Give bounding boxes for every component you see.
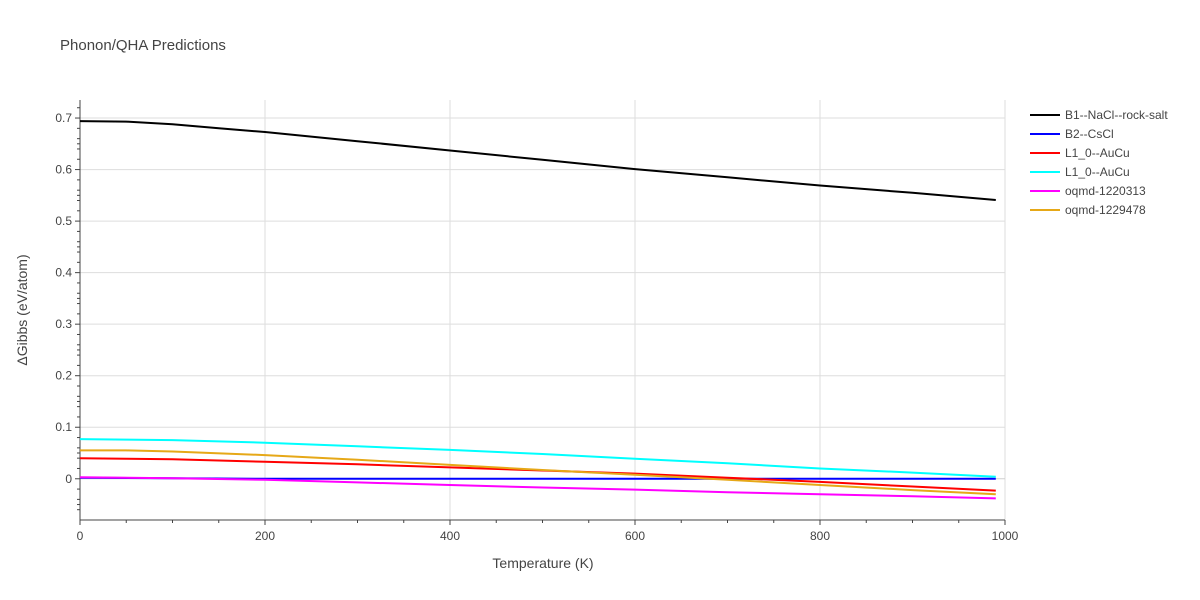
legend-label: B2--CsCl — [1065, 127, 1114, 141]
x-tick-label: 800 — [810, 529, 830, 543]
y-tick-label: 0.7 — [55, 111, 72, 125]
legend-label: L1_0--AuCu — [1065, 146, 1130, 160]
x-tick-label: 600 — [625, 529, 645, 543]
x-tick-label: 1000 — [992, 529, 1019, 543]
legend-label: oqmd-1220313 — [1065, 184, 1146, 198]
legend-item[interactable]: L1_0--AuCu — [1030, 146, 1130, 160]
y-tick-label: 0 — [65, 472, 72, 486]
x-tick-label: 400 — [440, 529, 460, 543]
tick-labels: 0 200 400 600 800 1000 0 0.1 0.2 0.3 0.4 0.5 0.6 0.7 — [55, 111, 1018, 543]
legend-item[interactable]: B1--NaCl--rock-salt — [1030, 108, 1168, 122]
y-tick-label: 0.2 — [55, 369, 72, 383]
legend-label: B1--NaCl--rock-salt — [1065, 108, 1168, 122]
y-tick-label: 0.1 — [55, 420, 72, 434]
series-line-3 — [79, 457, 996, 492]
series-line-6 — [80, 449, 996, 496]
chart-title: Phonon/QHA Predictions — [60, 37, 226, 54]
y-tick-label: 0.6 — [55, 163, 72, 177]
legend-label: L1_0--AuCu — [1065, 165, 1130, 179]
legend-item[interactable]: L1_0--AuCu — [1030, 165, 1130, 179]
y-tick-label: 0.3 — [55, 317, 72, 331]
y-tick-label: 0.4 — [55, 266, 72, 280]
y-axis-label: ΔGibbs (eV/atom) — [14, 254, 30, 365]
series-lines — [79, 120, 996, 500]
legend-item[interactable]: B2--CsCl — [1030, 127, 1114, 141]
x-tick-label: 200 — [255, 529, 275, 543]
series-line-1 — [79, 120, 996, 201]
y-tick-label: 0.5 — [55, 214, 72, 228]
legend-label: oqmd-1229478 — [1065, 203, 1146, 217]
x-tick-label: 0 — [77, 529, 84, 543]
series-line-4 — [79, 438, 996, 478]
legend-item[interactable]: oqmd-1220313 — [1030, 184, 1146, 198]
x-axis-label: Temperature (K) — [492, 555, 593, 571]
legend[interactable]: B1--NaCl--rock-salt B2--CsCl L1_0--AuCu L1_… — [1030, 108, 1168, 217]
series-line-5 — [79, 476, 996, 500]
legend-item[interactable]: oqmd-1229478 — [1030, 203, 1146, 217]
